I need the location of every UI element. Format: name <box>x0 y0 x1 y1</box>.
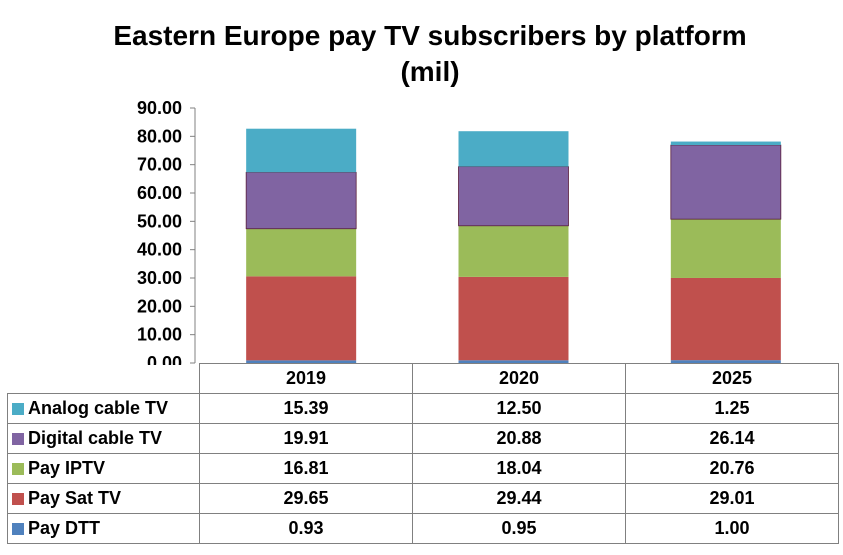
legend-key-swatch <box>12 493 24 505</box>
bar-series <box>245 128 782 363</box>
data-value-cell: 20.88 <box>412 423 626 454</box>
bar-pay-sat-tv-2020 <box>458 276 569 361</box>
table-corner-cell <box>7 363 200 394</box>
legend-label: Pay IPTV <box>28 458 106 478</box>
bar-analog-cable-tv-2025 <box>670 141 781 146</box>
chart-plot: 0.00 10.00 20.00 30.00 40.00 50.00 60.00 70.00 8… <box>137 98 782 365</box>
table-row: Pay DTT 0.93 0.95 1.00 <box>7 513 839 544</box>
legend-entry: Pay IPTV <box>7 453 200 484</box>
y-axis-ticks: 0.00 10.00 20.00 30.00 40.00 50.00 60.00 70.00 8… <box>137 98 195 365</box>
legend-key-swatch <box>12 463 24 475</box>
y-tick-label: 40.00 <box>137 240 182 260</box>
data-value-cell: 0.95 <box>412 513 626 544</box>
bar-pay-sat-tv-2025 <box>670 277 781 361</box>
chart-title: Eastern Europe pay TV subscribers by pla… <box>40 18 820 90</box>
y-tick-label: 10.00 <box>137 325 182 345</box>
data-value-cell: 19.91 <box>199 423 413 454</box>
chart-title-line-2: (mil) <box>400 56 460 87</box>
legend-entry: Digital cable TV <box>7 423 200 454</box>
legend-entry: Pay Sat TV <box>7 483 200 514</box>
bar-pay-iptv-2020 <box>458 225 569 277</box>
legend-entry: Pay DTT <box>7 513 200 544</box>
data-value-cell: 26.14 <box>625 423 839 454</box>
table-row: Pay IPTV 16.81 18.04 20.76 <box>7 453 839 484</box>
bar-pay-iptv-2025 <box>670 219 781 278</box>
y-tick-label: 50.00 <box>137 211 182 231</box>
y-tick-label: 20.00 <box>137 296 182 316</box>
y-tick-label: 30.00 <box>137 268 182 288</box>
bar-digital-cable-tv-2020 <box>458 166 569 227</box>
data-value-cell: 0.93 <box>199 513 413 544</box>
data-table: 2019 2020 2025 Analog cable TV 15.39 12.50 1.2… <box>7 363 839 544</box>
data-value-cell: 29.44 <box>412 483 626 514</box>
data-value-cell: 1.00 <box>625 513 839 544</box>
bar-digital-cable-tv-2019 <box>245 171 357 230</box>
chart-title-line-1: Eastern Europe pay TV subscribers by pla… <box>113 20 747 51</box>
bar-pay-sat-tv-2019 <box>246 276 357 361</box>
legend-key-swatch <box>12 523 24 535</box>
category-label: 2019 <box>199 363 413 394</box>
table-row: Pay Sat TV 29.65 29.44 29.01 <box>7 483 839 514</box>
legend-key-swatch <box>12 433 24 445</box>
legend-label: Digital cable TV <box>28 428 163 448</box>
data-value-cell: 29.01 <box>625 483 839 514</box>
data-value-cell: 15.39 <box>199 393 413 424</box>
category-label: 2020 <box>412 363 626 394</box>
table-header-row: 2019 2020 2025 <box>7 363 839 394</box>
legend-entry: Analog cable TV <box>7 393 200 424</box>
y-tick-label: 70.00 <box>137 155 182 175</box>
bar-digital-cable-tv-2025 <box>670 144 782 220</box>
table-row: Analog cable TV 15.39 12.50 1.25 <box>7 393 839 424</box>
legend-label: Pay Sat TV <box>28 488 122 508</box>
data-value-cell: 16.81 <box>199 453 413 484</box>
legend-key-swatch <box>12 403 24 415</box>
bar-pay-dtt-2020 <box>458 360 569 363</box>
data-value-cell: 1.25 <box>625 393 839 424</box>
legend-label: Pay DTT <box>28 518 101 538</box>
data-value-cell: 18.04 <box>412 453 626 484</box>
bar-pay-dtt-2025 <box>670 360 781 363</box>
legend-label: Analog cable TV <box>28 398 169 418</box>
data-value-cell: 20.76 <box>625 453 839 484</box>
category-label: 2025 <box>625 363 839 394</box>
bar-pay-dtt-2019 <box>246 360 357 363</box>
y-tick-label: 0.00 <box>147 353 182 365</box>
data-value-cell: 12.50 <box>412 393 626 424</box>
bar-analog-cable-tv-2020 <box>458 131 569 167</box>
y-tick-label: 90.00 <box>137 98 182 118</box>
bar-pay-iptv-2019 <box>246 228 357 277</box>
table-row: Digital cable TV 19.91 20.88 26.14 <box>7 423 839 454</box>
data-value-cell: 29.65 <box>199 483 413 514</box>
bar-analog-cable-tv-2019 <box>246 128 357 173</box>
y-tick-label: 80.00 <box>137 126 182 146</box>
y-tick-label: 60.00 <box>137 183 182 203</box>
